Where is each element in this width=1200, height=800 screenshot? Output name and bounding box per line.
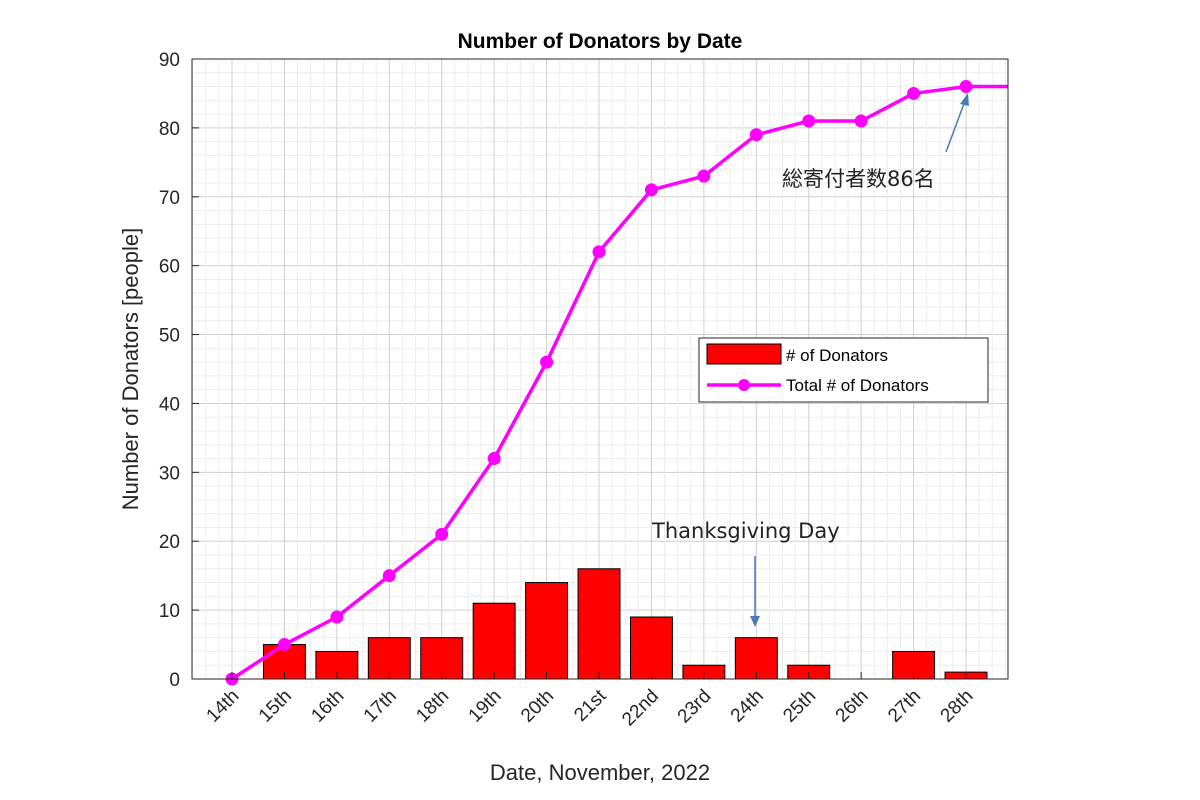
x-tick-label: 27th	[884, 686, 925, 727]
y-tick-label: 0	[169, 670, 180, 691]
plot-frame	[191, 58, 1009, 680]
x-tick-label: 15th	[255, 686, 296, 727]
x-tick-label: 22nd	[618, 686, 663, 731]
point-21st	[592, 245, 606, 259]
x-tick-label: 23rd	[674, 686, 716, 728]
x-ticks: 14th 15th 16th 17th 18th 19th 20th 21st 22nd 23rd…	[203, 672, 978, 730]
x-tick-label: 24th	[727, 686, 768, 727]
arrowhead-icon	[960, 93, 969, 106]
annotation-thanksgiving: Thanksgiving Day	[651, 519, 840, 627]
total-line-path	[231, 84, 1008, 681]
y-tick-label: 40	[159, 394, 180, 415]
x-tick-label: 19th	[465, 686, 506, 727]
point-15th	[277, 638, 291, 652]
y-tick-label: 60	[159, 257, 180, 278]
point-24th	[749, 128, 763, 142]
point-17th	[382, 569, 396, 583]
point-25th	[802, 114, 816, 128]
y-axis-label: Number of Donators [people]	[118, 228, 143, 511]
x-tick-label: 26th	[832, 686, 873, 727]
bar-22nd	[629, 616, 673, 680]
point-22nd	[644, 183, 658, 197]
y-tick-label: 50	[159, 326, 180, 347]
legend-label-bars: # of Donators	[786, 346, 888, 365]
legend: # of Donators Total # of Donators	[698, 337, 989, 403]
x-tick-label: 20th	[517, 686, 558, 727]
point-26th	[854, 114, 868, 128]
point-27th	[907, 86, 921, 100]
annotation-thanksgiving-text: Thanksgiving Day	[651, 519, 840, 543]
y-tick-label: 30	[159, 463, 180, 484]
x-tick-label: 25th	[779, 686, 820, 727]
annotation-total-text: 総寄付者数86名	[782, 167, 935, 191]
x-tick-label: 14th	[203, 686, 244, 727]
y-ticks: 0 10 20 30 40 50 60 70 80 90	[159, 50, 199, 691]
chart-title: Number of Donators by Date	[458, 30, 743, 53]
x-tick-label: 16th	[307, 686, 348, 727]
y-tick-label: 80	[159, 119, 180, 140]
point-28th	[959, 80, 973, 94]
point-18th	[435, 527, 449, 541]
x-axis-label: Date, November, 2022	[490, 760, 710, 785]
annotation-total-arrow	[945, 100, 966, 153]
point-23rd	[697, 169, 711, 183]
bar-20th	[525, 582, 569, 680]
y-tick-label: 10	[159, 601, 180, 622]
x-tick-label: 18th	[412, 686, 453, 727]
x-tick-label: 21st	[570, 685, 611, 726]
legend-bar-swatch	[706, 343, 782, 365]
x-tick-label: 17th	[360, 686, 401, 727]
point-19th	[487, 452, 501, 466]
y-tick-label: 70	[159, 188, 180, 209]
legend-line-marker	[738, 379, 750, 391]
bar-21st	[577, 568, 621, 680]
y-tick-label: 90	[159, 50, 180, 71]
total-line	[225, 80, 1008, 686]
legend-label-line: Total # of Donators	[786, 376, 929, 395]
y-tick-label: 20	[159, 532, 180, 553]
x-tick-label: 28th	[937, 686, 978, 727]
bar-19th	[472, 602, 516, 680]
arrowhead-icon	[750, 616, 760, 627]
point-20th	[540, 355, 554, 369]
annotation-total: 総寄付者数86名	[782, 93, 969, 191]
point-16th	[330, 610, 344, 624]
